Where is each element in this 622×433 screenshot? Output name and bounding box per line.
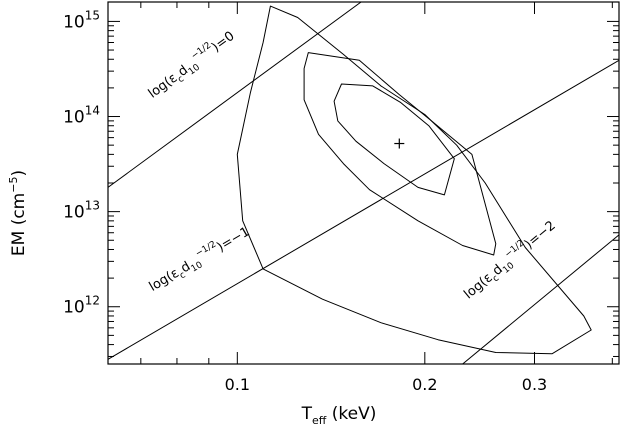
y-tick-exp: 14: [85, 104, 100, 118]
x-axis-label-main: T: [301, 404, 313, 424]
reference-line: [462, 234, 619, 364]
x-axis-ticks: 0.1 0.2 0.3: [140, 2, 613, 394]
y-axis-label-sup: −5: [7, 177, 20, 193]
x-axis-label: Teff (keV): [301, 404, 377, 427]
reference-label-part: c: [178, 270, 187, 281]
reference-label-part: c: [491, 273, 501, 284]
reference-label-part: )=0: [209, 29, 237, 55]
reference-line-label: log(εcd10−1/2)=−1: [145, 222, 254, 298]
y-axis-label-main: EM (cm: [9, 193, 29, 256]
reference-line-label: log(εcd10−1/2)=−2: [459, 216, 560, 305]
y-tick-label: 1013: [63, 199, 100, 223]
x-axis-label-unit: (keV): [326, 404, 376, 424]
y-tick-label: 1015: [63, 8, 100, 32]
y-tick-exp: 13: [85, 199, 100, 213]
y-tick-exp: 15: [85, 8, 100, 22]
y-axis-label: EM (cm−5): [7, 170, 29, 256]
reference-line-labels: log(εcd10−1/2)=0 log(εcd10−1/2)=−1 log(εcd…: [144, 26, 560, 305]
y-tick-exp: 12: [85, 294, 100, 308]
x-tick-label: 0.1: [225, 375, 250, 394]
y-tick-base: 10: [63, 203, 85, 223]
x-axis-label-sub: eff: [312, 414, 327, 427]
reference-label-part: )=−2: [522, 218, 559, 252]
reference-line-label: log(εcd10−1/2)=0: [144, 26, 239, 104]
y-tick-base: 10: [63, 108, 85, 128]
confidence-contours: [236, 5, 592, 355]
reference-line: [108, 2, 362, 188]
y-tick-label: 1014: [63, 104, 100, 128]
y-tick-label: 1012: [63, 294, 100, 318]
contour-outer: [236, 5, 592, 355]
contour-middle: [303, 52, 497, 256]
reference-label-part: )=−1: [215, 224, 253, 255]
best-fit-marker: [394, 138, 405, 149]
reference-label-part: c: [176, 74, 186, 85]
x-tick-label: 0.3: [522, 375, 547, 394]
contour-inner: [333, 83, 455, 196]
x-tick-label: 0.2: [412, 375, 437, 394]
y-tick-base: 10: [63, 298, 85, 318]
y-axis-label-close: ): [9, 170, 29, 177]
reference-lines: [108, 2, 619, 364]
reference-line: [108, 59, 619, 360]
y-tick-base: 10: [63, 12, 85, 32]
